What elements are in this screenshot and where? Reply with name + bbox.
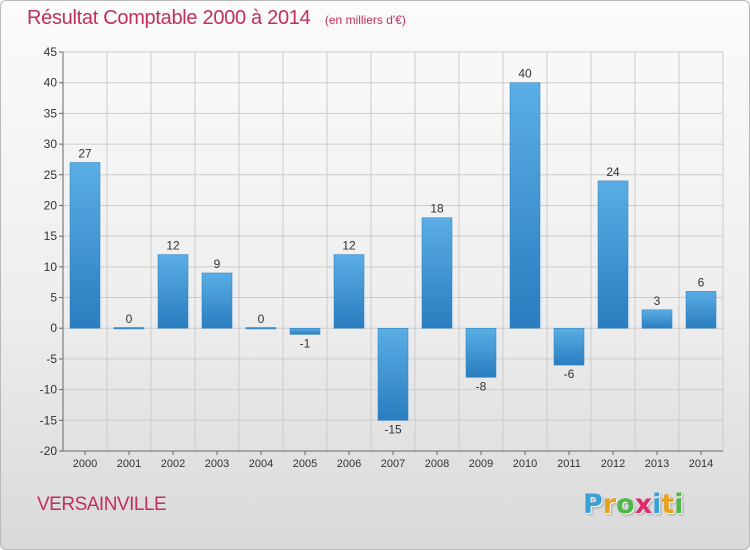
- x-tick-label: 2012: [601, 458, 625, 470]
- logo-letter: P: [583, 489, 603, 520]
- bar-value-label: 40: [518, 67, 532, 81]
- bar-value-label: -8: [476, 379, 487, 393]
- logo-letter: i: [674, 489, 684, 520]
- bar-value-label: 0: [258, 312, 265, 326]
- bar: [333, 254, 365, 329]
- bar-value-label: 6: [698, 275, 705, 289]
- bar-value-label: 12: [166, 239, 180, 253]
- x-tick-label: 2005: [293, 458, 317, 470]
- bar-value-label: 24: [606, 165, 620, 179]
- bar: [641, 309, 673, 329]
- x-tick-label: 2007: [381, 458, 405, 470]
- bar: [553, 327, 585, 366]
- bar: [509, 82, 541, 329]
- x-tick-label: 2004: [249, 458, 273, 470]
- bar: [113, 327, 145, 330]
- x-tick-label: 2001: [117, 458, 141, 470]
- x-tick-label: 2013: [645, 458, 669, 470]
- bar-value-label: 9: [214, 257, 221, 271]
- bar-value-label: 0: [126, 312, 133, 326]
- bar: [465, 327, 497, 378]
- chart-subtitle: (en milliers d'€): [324, 13, 406, 27]
- x-tick-label: 2010: [513, 458, 537, 470]
- y-tick-label: 45: [44, 45, 58, 59]
- y-tick-label: 10: [44, 260, 58, 274]
- y-tick-label: 0: [50, 321, 57, 335]
- x-tick-label: 2009: [469, 458, 493, 470]
- y-tick-label: -5: [46, 352, 57, 366]
- bar: [685, 291, 717, 329]
- bars: [69, 82, 717, 421]
- y-tick-label: 40: [44, 76, 58, 90]
- x-tick-label: 2014: [689, 458, 713, 470]
- logo-letter: o: [616, 489, 635, 520]
- logo-letter: t: [661, 489, 675, 520]
- bar-value-label: 18: [430, 202, 444, 216]
- y-tick-label: 25: [44, 168, 58, 182]
- logo-letter: i: [652, 489, 662, 520]
- bar: [597, 180, 629, 329]
- y-tick-label: 35: [44, 106, 58, 120]
- x-tick-label: 2003: [205, 458, 229, 470]
- chart-title: Résultat Comptable 2000 à 2014: [27, 7, 311, 29]
- bar: [69, 162, 101, 329]
- bar: [245, 327, 277, 330]
- x-tick-label: 2002: [161, 458, 185, 470]
- bar: [289, 327, 321, 335]
- y-tick-label: -10: [40, 383, 58, 397]
- bar-value-label: 12: [342, 239, 356, 253]
- y-tick-label: 30: [44, 137, 58, 151]
- logo-letter: r: [602, 489, 617, 520]
- y-tick-label: -15: [40, 413, 58, 427]
- bar: [377, 327, 409, 421]
- bar-value-label: -15: [384, 422, 402, 436]
- y-tick-label: 15: [44, 229, 58, 243]
- chart-title-block: Résultat Comptable 2000 à 2014 (en milli…: [27, 7, 406, 30]
- bar-value-label: -1: [300, 336, 311, 350]
- bar-value-label: 3: [654, 294, 661, 308]
- bar: [157, 254, 189, 329]
- bar: [201, 272, 233, 329]
- commune-name: VERSAINVILLE: [37, 494, 167, 515]
- proxiti-logo: Proxiti: [583, 489, 684, 520]
- logo-letter: x: [634, 489, 653, 520]
- y-tick-label: 5: [50, 291, 57, 305]
- bar-value-label: 27: [78, 146, 92, 160]
- x-tick-label: 2008: [425, 458, 449, 470]
- x-tick-label: 2000: [73, 458, 97, 470]
- axes: 454035302520151050-5-10-15-2027200002001…: [40, 45, 723, 470]
- bar: [421, 217, 453, 329]
- bar-value-label: -6: [564, 367, 575, 381]
- y-tick-label: 20: [44, 198, 58, 212]
- x-tick-label: 2006: [337, 458, 361, 470]
- y-tick-label: -20: [40, 444, 58, 458]
- x-tick-label: 2011: [557, 458, 581, 470]
